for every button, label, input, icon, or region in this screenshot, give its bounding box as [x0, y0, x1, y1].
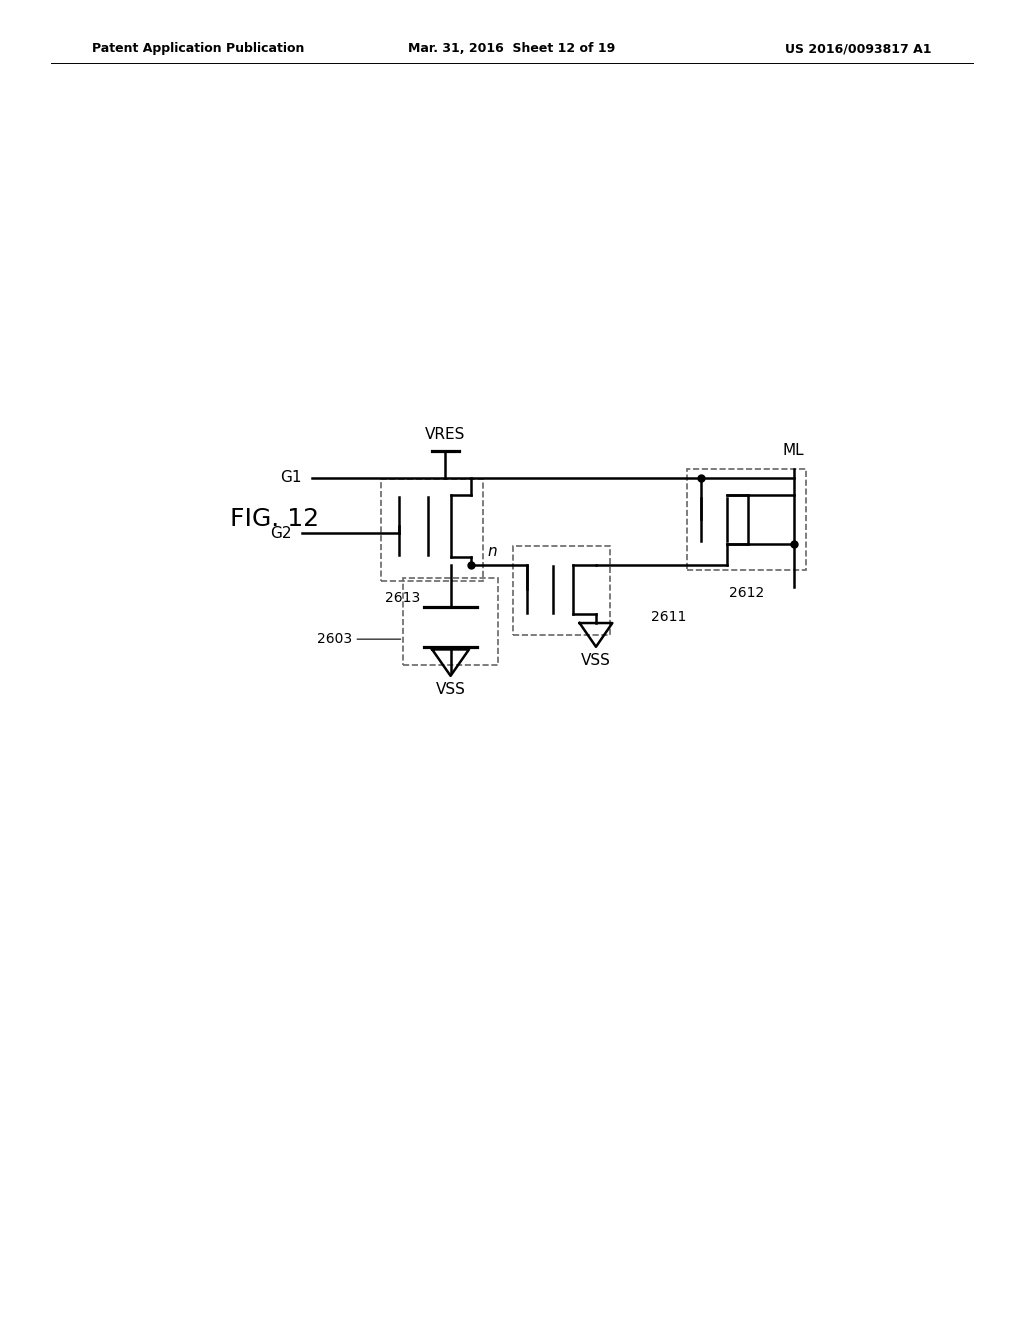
Text: G2: G2 [270, 525, 292, 541]
Text: Mar. 31, 2016  Sheet 12 of 19: Mar. 31, 2016 Sheet 12 of 19 [409, 42, 615, 55]
Text: FIG. 12: FIG. 12 [230, 507, 319, 531]
Text: G1: G1 [281, 470, 302, 486]
Bar [403, 578, 498, 665]
Bar [513, 546, 610, 635]
Bar [381, 479, 483, 581]
Text: 2611: 2611 [651, 610, 687, 624]
Text: VSS: VSS [435, 682, 466, 697]
Text: VRES: VRES [425, 428, 466, 442]
Text: VSS: VSS [581, 653, 611, 668]
Text: Patent Application Publication: Patent Application Publication [92, 42, 304, 55]
Text: 2612: 2612 [729, 586, 764, 601]
Text: 2613: 2613 [385, 591, 420, 606]
Text: ML: ML [782, 444, 805, 458]
Text: n: n [487, 544, 497, 560]
Text: US 2016/0093817 A1: US 2016/0093817 A1 [785, 42, 932, 55]
Bar [687, 469, 806, 570]
Text: 2603: 2603 [317, 632, 352, 647]
